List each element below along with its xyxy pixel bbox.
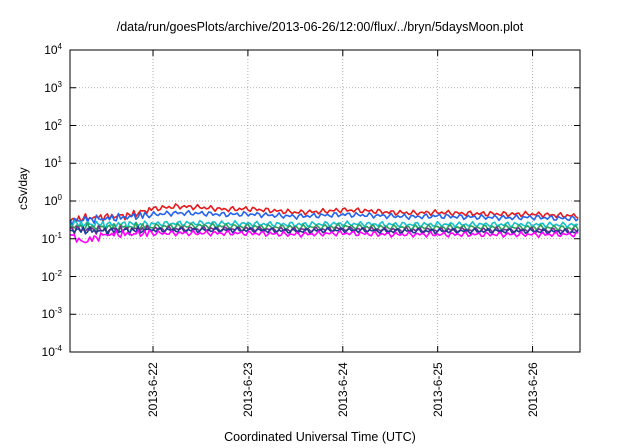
tick-marks [70,49,580,353]
x-tick-label: 2013-6-23 [240,362,255,417]
series-line [69,203,579,223]
y-tick-label: 101 [44,155,62,170]
y-axis-label: cSv/day [16,167,30,210]
x-axis-label: Coordinated Universal Time (UTC) [224,430,416,444]
y-tick-label: 10-1 [42,231,62,246]
data-series [69,203,579,244]
y-tick-base: 10 [44,156,58,171]
series-line [69,225,579,237]
y-tick-base: 10 [41,307,55,322]
y-tick-label: 100 [44,193,62,208]
y-tick-label: 10-4 [42,344,62,359]
x-tick-label: 2013-6-24 [335,362,350,417]
series-line [69,221,579,232]
y-tick-exponent: 3 [57,79,62,89]
series-line [69,209,579,226]
grid-lines [70,50,580,352]
y-tick-exponent: -2 [54,268,62,278]
x-tick-label: 2013-6-25 [430,362,445,417]
y-tick-label: 102 [44,118,62,133]
y-tick-exponent: 0 [57,193,62,202]
y-tick-base: 10 [44,43,58,57]
y-tick-base: 10 [44,194,58,208]
x-tick-label: 2013-6-22 [146,362,161,417]
y-tick-base: 10 [44,80,58,95]
y-tick-exponent: -4 [54,344,62,353]
y-tick-base: 10 [41,269,55,284]
y-tick-exponent: 4 [57,42,62,51]
y-tick-exponent: 2 [57,117,62,127]
y-tick-base: 10 [44,118,58,133]
y-tick-label: 103 [44,80,62,95]
y-tick-exponent: -3 [54,306,62,316]
y-tick-base: 10 [41,231,55,246]
y-tick-exponent: -1 [54,230,62,240]
x-tick-label: 2013-6-26 [525,362,540,417]
chart-title: /data/run/goesPlots/archive/2013-06-26/1… [116,20,524,34]
series-line [69,229,579,244]
y-tick-label: 10-2 [42,269,62,284]
series-line [69,219,579,230]
y-tick-label: 10-3 [42,306,62,321]
y-tick-base: 10 [41,345,55,359]
y-tick-label: 104 [44,42,62,57]
y-tick-exponent: 1 [57,155,62,165]
